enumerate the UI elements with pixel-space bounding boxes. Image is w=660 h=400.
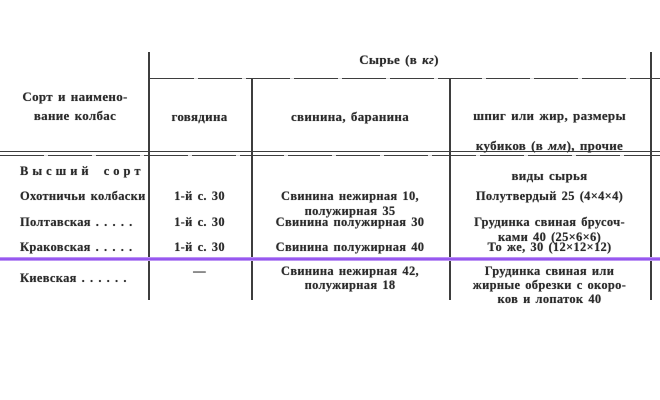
pork-cell: Свинина полужирная 40 (275, 240, 425, 254)
column-rule-table-right (650, 52, 652, 300)
spanning-header-suffix: ) (434, 52, 439, 67)
row-name: Охотничьи колбаски (20, 189, 146, 203)
pork-cell: Свинина полужирная 30 (275, 215, 425, 229)
lard-cell: Грудинка свиная брусоч- ками 40 (25×6×6) (474, 215, 625, 244)
col-header-pork-lamb: свинина, баранина (290, 109, 410, 124)
pork-cell: Свинина нежирная 10, полужирная 35 (281, 189, 419, 218)
col-header-lard: шпиг или жир, размеры кубиков (в мм), пр… (449, 93, 650, 198)
column-rule-beef-right (251, 79, 253, 300)
col-header-lard-line1: шпиг или жир, размеры (473, 108, 626, 123)
row-name: Киевская . . . . . . (20, 271, 127, 285)
beef-cell: 1-й с. 30 (174, 240, 225, 254)
beef-cell: — (193, 264, 206, 278)
spanning-header-underline (150, 77, 660, 79)
col-header-beef: говядина (171, 109, 228, 124)
beef-cell: 1-й с. 30 (174, 215, 225, 229)
lard-cell: Грудинка свиная или жирные обрезки с око… (472, 264, 627, 306)
lard-cell: Полутвердый 25 (4×4×4) (475, 189, 624, 203)
row-name: Полтавская . . . . . (20, 215, 133, 229)
column-rule-pork-right (449, 79, 451, 300)
col-header-lard-line2: кубиков (в мм), прочие (475, 138, 624, 153)
col-header-name: Сорт и наимено- вание колбас (22, 89, 128, 123)
section-row-highest-grade: Высший сорт (20, 164, 145, 178)
col-header-lard-unit: мм (548, 138, 567, 153)
spanning-header-unit: кг (422, 52, 435, 67)
lard-cell: То же, 30 (12×12×12) (487, 240, 612, 254)
header-separator-rule-bottom (0, 154, 660, 156)
spanning-header-prefix: Сырье (в (359, 52, 423, 67)
beef-cell: 1-й с. 30 (174, 189, 225, 203)
annotation-line (0, 256, 660, 261)
pork-cell: Свинина нежирная 42, полужирная 18 (281, 264, 419, 292)
row-name: Краковская . . . . . (20, 240, 133, 254)
header-separator-rule-top (0, 150, 660, 153)
spanning-header-raw-materials: Сырье (в кг) (148, 52, 650, 68)
col-header-lard-line3: виды сырья (511, 168, 588, 183)
column-rule-name-right (148, 52, 150, 300)
